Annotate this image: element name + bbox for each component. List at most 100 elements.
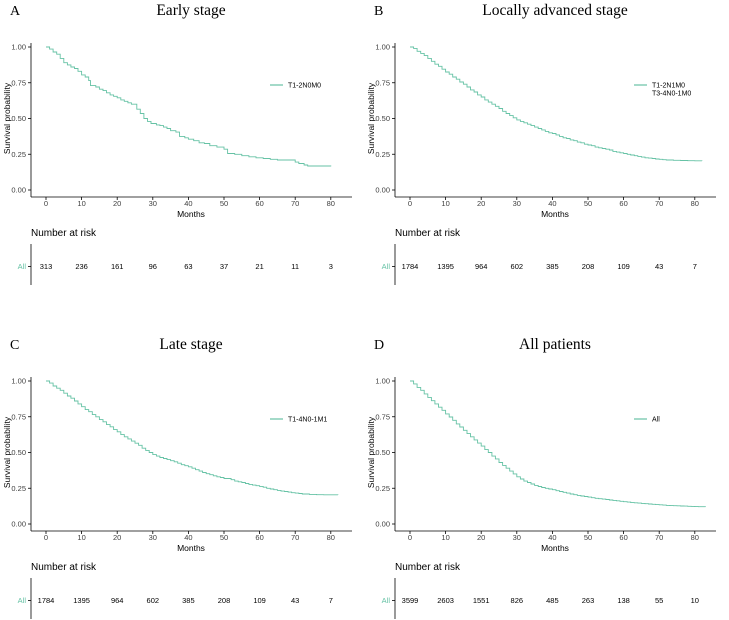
risk-count: 964 xyxy=(475,262,488,271)
risk-count: 1395 xyxy=(73,596,90,605)
legend-label: T1-2N1M0 xyxy=(652,83,685,90)
risk-count: 7 xyxy=(329,596,333,605)
risk-count: 109 xyxy=(617,262,630,271)
legend-label: T1-2N0M0 xyxy=(288,83,321,90)
x-tick-label: 20 xyxy=(477,533,485,542)
y-tick-label: 0.50 xyxy=(11,114,26,123)
x-tick-label: 20 xyxy=(113,199,121,208)
y-tick-label: 0.50 xyxy=(11,448,26,457)
x-tick-label: 0 xyxy=(44,533,48,542)
x-tick-label: 50 xyxy=(220,533,228,542)
survival-curve xyxy=(410,46,703,162)
risk-table-title: Number at risk xyxy=(395,228,461,239)
chart-title: Locally advanced stage xyxy=(482,2,628,19)
x-axis-label: Months xyxy=(541,209,569,219)
risk-table-title: Number at risk xyxy=(395,562,461,573)
y-tick-label: 0.75 xyxy=(11,412,26,421)
risk-count: 109 xyxy=(253,596,266,605)
x-axis-label: Months xyxy=(177,209,205,219)
x-tick-label: 80 xyxy=(691,533,699,542)
y-tick-label: 0.75 xyxy=(11,78,26,87)
legend-label: T1-4N0-1M1 xyxy=(288,417,327,424)
risk-group-label: All xyxy=(18,596,27,605)
y-tick-label: 0.00 xyxy=(11,520,26,529)
km-chart-early-stage: A Early stage 0.00 0.25 0.50 0.75 1.00 0 10 20 30 4… xyxy=(2,2,352,285)
risk-count: 37 xyxy=(220,262,228,271)
y-axis-label: Survival probability xyxy=(2,82,12,154)
panel-letter: B xyxy=(374,4,383,19)
survival-curve xyxy=(46,46,332,167)
x-tick-label: 80 xyxy=(327,533,335,542)
risk-count: 3599 xyxy=(402,596,419,605)
x-tick-label: 0 xyxy=(44,199,48,208)
risk-table-title: Number at risk xyxy=(31,228,97,239)
x-tick-label: 30 xyxy=(513,199,521,208)
survival-curve xyxy=(46,380,339,496)
x-tick-label: 70 xyxy=(291,533,299,542)
y-tick-label: 0.00 xyxy=(375,186,390,195)
x-tick-label: 10 xyxy=(77,533,85,542)
x-tick-label: 40 xyxy=(184,199,192,208)
risk-group-label: All xyxy=(382,596,391,605)
x-tick-label: 40 xyxy=(548,533,556,542)
risk-count: 138 xyxy=(617,596,630,605)
chart-title: Early stage xyxy=(156,2,225,19)
risk-count: 385 xyxy=(546,262,559,271)
panel-letter: A xyxy=(10,4,21,19)
y-tick-label: 1.00 xyxy=(375,43,390,52)
panel-early-stage: A Early stage 0.00 0.25 0.50 0.75 1.00 0 10 20 30 4… xyxy=(0,0,364,310)
risk-count: 43 xyxy=(291,596,299,605)
x-tick-label: 40 xyxy=(548,199,556,208)
risk-count: 263 xyxy=(582,596,595,605)
y-tick-label: 0.25 xyxy=(375,150,390,159)
risk-count: 236 xyxy=(75,262,88,271)
x-tick-label: 30 xyxy=(513,533,521,542)
x-tick-label: 50 xyxy=(584,533,592,542)
x-tick-label: 50 xyxy=(584,199,592,208)
x-tick-label: 0 xyxy=(408,199,412,208)
panel-content: C Late stage 0.00 0.25 0.50 0.75 1.00 0 10 20 30 40… xyxy=(2,336,352,619)
panel-content: D All patients 0.00 0.25 0.50 0.75 1.00 0 10 20 30… xyxy=(366,336,716,619)
y-tick-label: 0.25 xyxy=(375,484,390,493)
risk-count: 43 xyxy=(655,262,663,271)
risk-group-label: All xyxy=(18,262,27,271)
x-tick-label: 70 xyxy=(655,533,663,542)
risk-count: 208 xyxy=(582,262,595,271)
km-chart-all-patients: D All patients 0.00 0.25 0.50 0.75 1.00 0 10 20 30… xyxy=(366,336,716,619)
risk-table-title: Number at risk xyxy=(31,562,97,573)
x-tick-label: 50 xyxy=(220,199,228,208)
risk-count: 1395 xyxy=(437,262,454,271)
x-tick-label: 70 xyxy=(655,199,663,208)
km-chart-late-stage: C Late stage 0.00 0.25 0.50 0.75 1.00 0 10 20 30 40… xyxy=(2,336,352,619)
risk-count: 2603 xyxy=(437,596,454,605)
y-tick-label: 0.25 xyxy=(11,484,26,493)
risk-count: 161 xyxy=(111,262,124,271)
x-tick-label: 0 xyxy=(408,533,412,542)
y-tick-label: 0.50 xyxy=(375,448,390,457)
y-tick-label: 1.00 xyxy=(11,377,26,386)
x-tick-label: 60 xyxy=(619,199,627,208)
y-axis-label: Survival probability xyxy=(2,416,12,488)
risk-count: 96 xyxy=(149,262,157,271)
risk-count: 55 xyxy=(655,596,663,605)
y-tick-label: 0.00 xyxy=(375,520,390,529)
y-axis-label: Survival probability xyxy=(366,416,376,488)
x-tick-label: 30 xyxy=(149,533,157,542)
risk-count: 1784 xyxy=(38,596,55,605)
x-tick-label: 40 xyxy=(184,533,192,542)
y-tick-label: 0.00 xyxy=(11,186,26,195)
risk-count: 1551 xyxy=(473,596,490,605)
y-tick-label: 1.00 xyxy=(375,377,390,386)
chart-title: Late stage xyxy=(159,336,222,353)
risk-count: 1784 xyxy=(402,262,419,271)
x-axis-label: Months xyxy=(541,543,569,553)
risk-count: 21 xyxy=(255,262,263,271)
x-tick-label: 30 xyxy=(149,199,157,208)
panel-letter: D xyxy=(374,338,384,353)
risk-count: 385 xyxy=(182,596,195,605)
x-tick-label: 70 xyxy=(291,199,299,208)
km-chart-locally-advanced-stage: B Locally advanced stage 0.00 0.25 0.50 0.75 1… xyxy=(366,2,716,285)
y-axis-label: Survival probability xyxy=(366,82,376,154)
x-tick-label: 80 xyxy=(327,199,335,208)
